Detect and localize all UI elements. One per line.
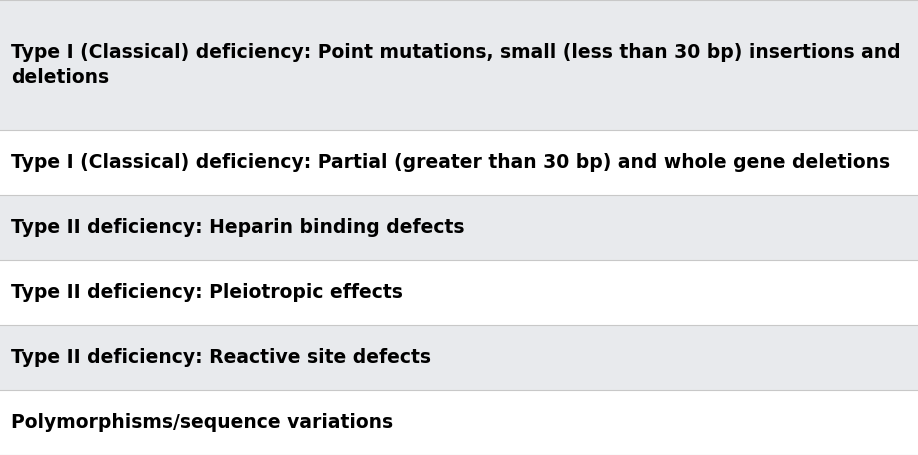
Bar bbox=[0, 0, 918, 130]
Text: Polymorphisms/sequence variations: Polymorphisms/sequence variations bbox=[11, 413, 393, 432]
Bar bbox=[0, 390, 918, 455]
Text: Type II deficiency: Pleiotropic effects: Type II deficiency: Pleiotropic effects bbox=[11, 283, 403, 302]
Bar bbox=[0, 195, 918, 260]
Text: Type II deficiency: Heparin binding defects: Type II deficiency: Heparin binding defe… bbox=[11, 218, 465, 237]
Text: Type I (Classical) deficiency: Partial (greater than 30 bp) and whole gene delet: Type I (Classical) deficiency: Partial (… bbox=[11, 153, 890, 172]
Bar bbox=[0, 260, 918, 325]
Bar bbox=[0, 325, 918, 390]
Text: Type II deficiency: Reactive site defects: Type II deficiency: Reactive site defect… bbox=[11, 348, 431, 367]
Bar bbox=[0, 130, 918, 195]
Text: Type I (Classical) deficiency: Point mutations, small (less than 30 bp) insertio: Type I (Classical) deficiency: Point mut… bbox=[11, 43, 901, 86]
